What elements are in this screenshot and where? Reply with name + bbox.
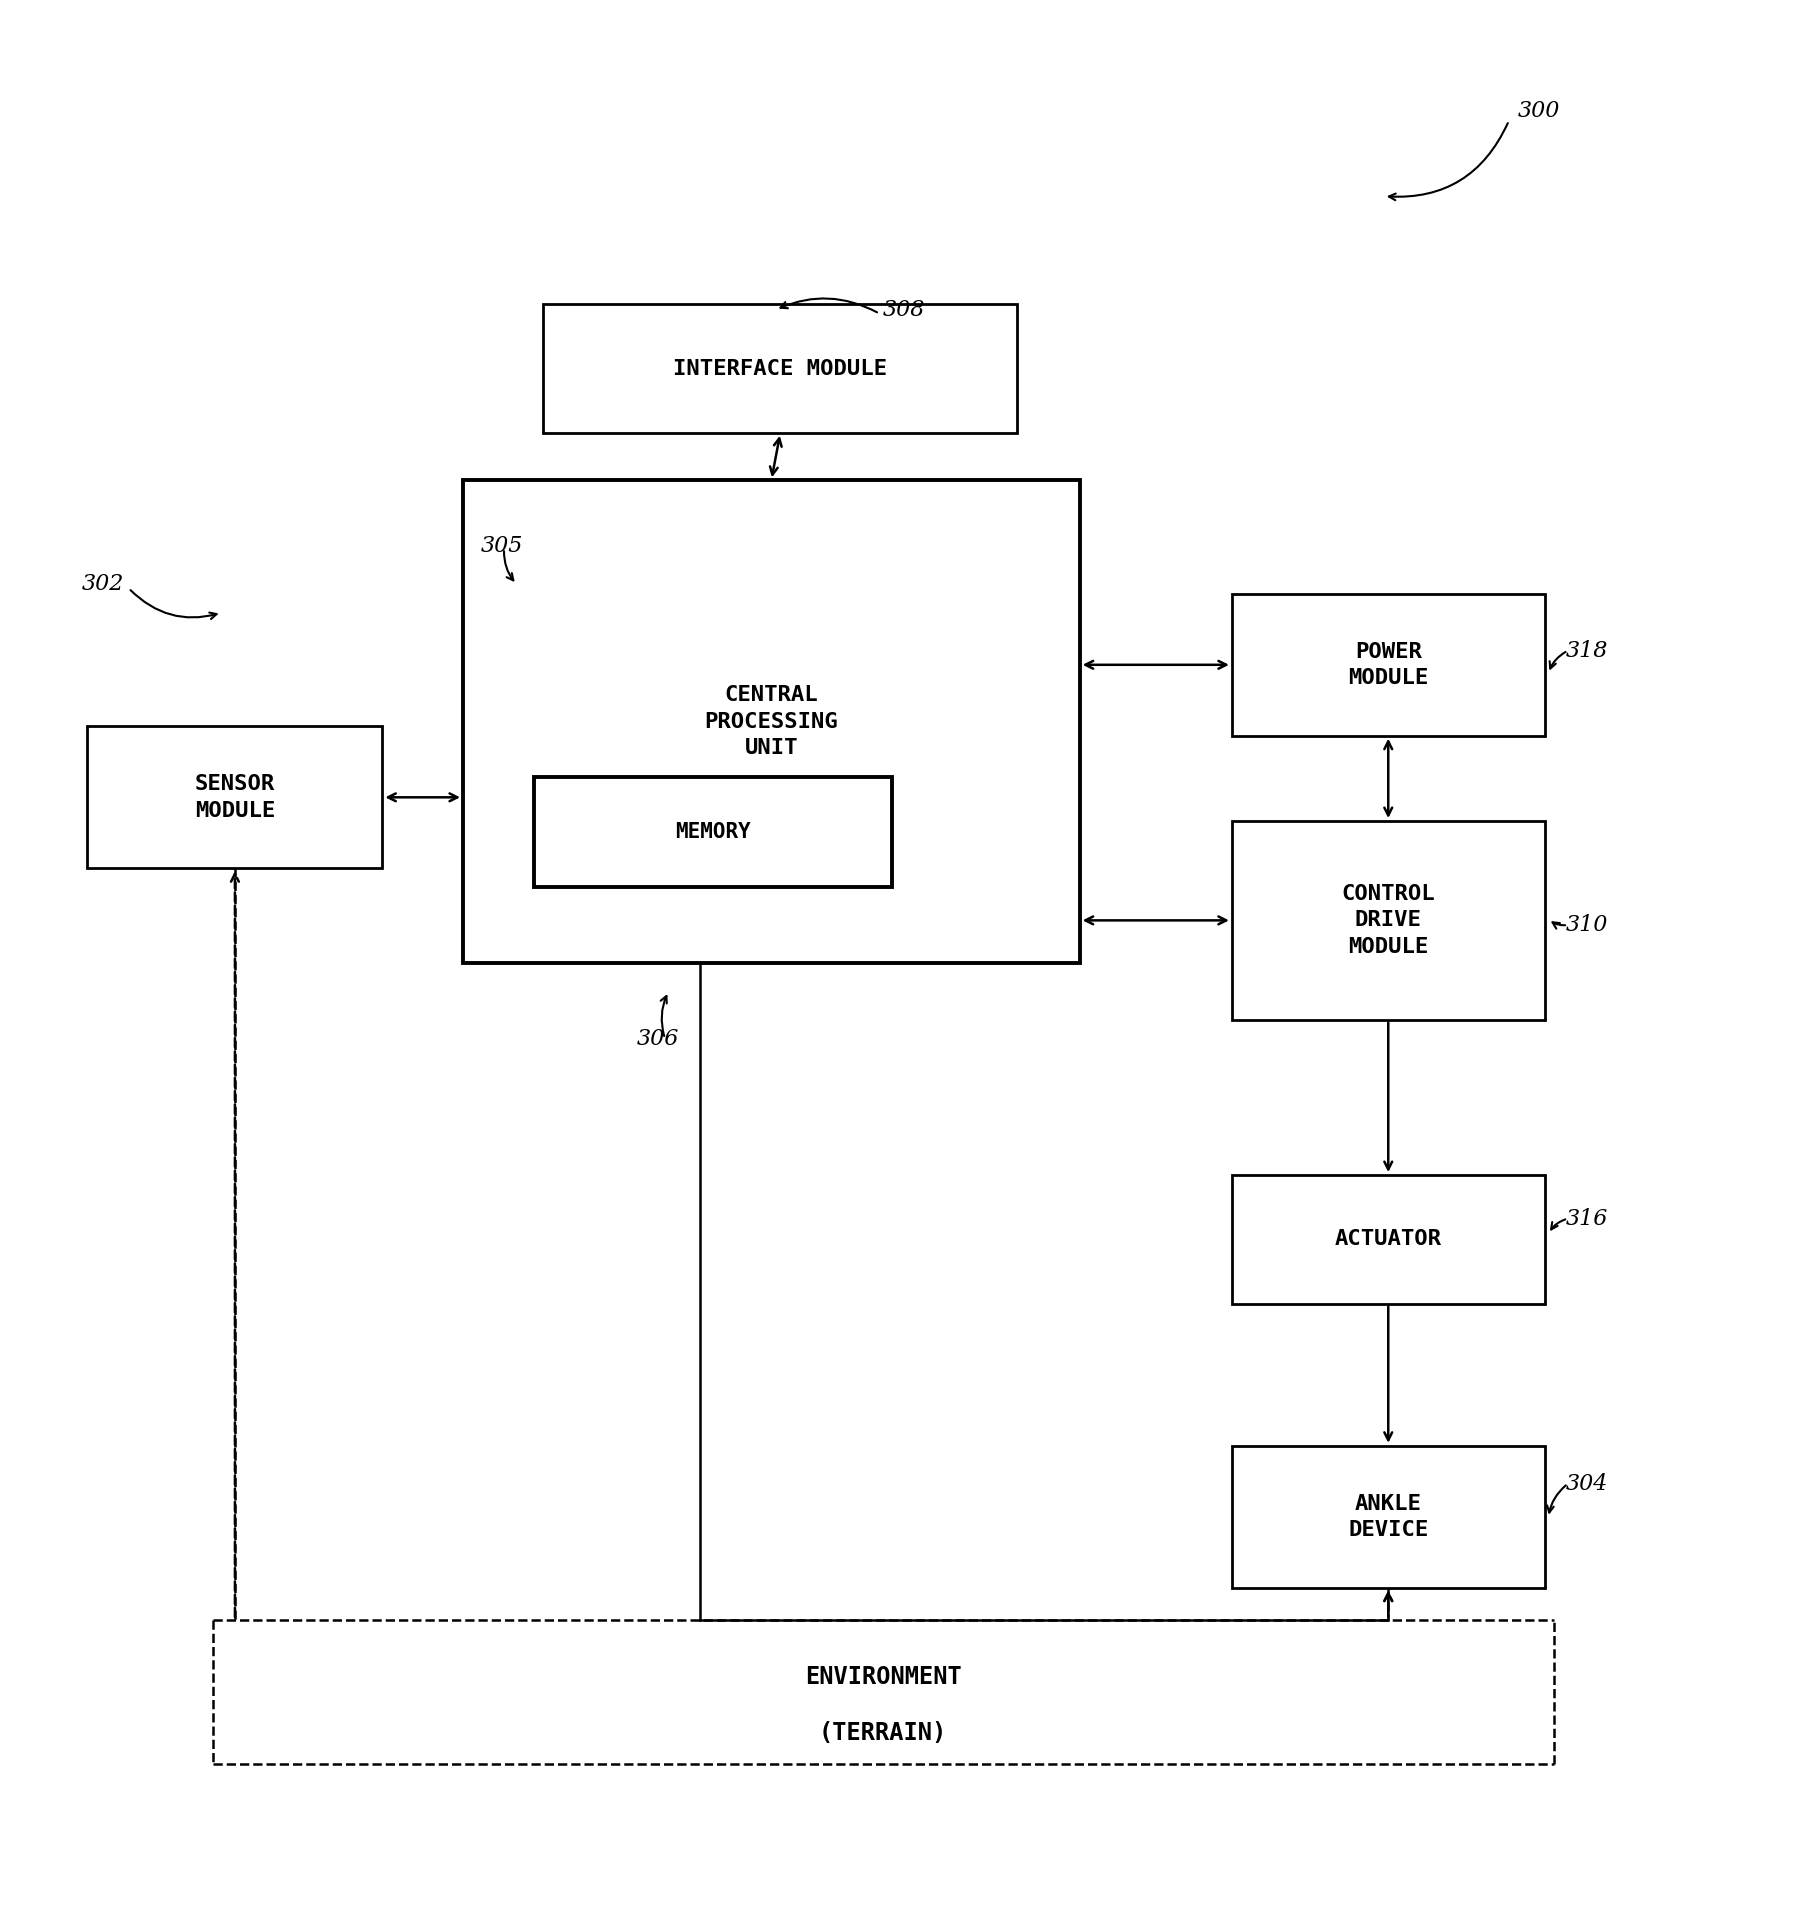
- FancyBboxPatch shape: [1233, 593, 1544, 736]
- Text: CENTRAL
PROCESSING
UNIT: CENTRAL PROCESSING UNIT: [705, 685, 838, 757]
- Text: 308: 308: [883, 299, 926, 320]
- Text: ENVIRONMENT: ENVIRONMENT: [805, 1665, 962, 1690]
- Text: 316: 316: [1566, 1207, 1609, 1230]
- Text: ANKLE
DEVICE: ANKLE DEVICE: [1348, 1493, 1429, 1539]
- Text: 304: 304: [1566, 1472, 1609, 1495]
- FancyBboxPatch shape: [535, 778, 892, 887]
- FancyBboxPatch shape: [88, 727, 382, 868]
- Text: POWER
MODULE: POWER MODULE: [1348, 641, 1429, 688]
- Text: INTERFACE MODULE: INTERFACE MODULE: [674, 359, 887, 378]
- Text: 310: 310: [1566, 913, 1609, 936]
- Text: 318: 318: [1566, 639, 1609, 662]
- Text: 300: 300: [1517, 99, 1561, 122]
- Text: ACTUATOR: ACTUATOR: [1335, 1230, 1442, 1249]
- FancyBboxPatch shape: [463, 481, 1079, 963]
- Text: CONTROL
DRIVE
MODULE: CONTROL DRIVE MODULE: [1341, 885, 1434, 957]
- Text: SENSOR
MODULE: SENSOR MODULE: [195, 774, 276, 820]
- Text: 305: 305: [481, 536, 523, 557]
- Text: (TERRAIN): (TERRAIN): [818, 1722, 948, 1745]
- FancyBboxPatch shape: [544, 303, 1016, 433]
- Text: 302: 302: [83, 574, 124, 595]
- Text: MEMORY: MEMORY: [676, 822, 751, 843]
- FancyBboxPatch shape: [1233, 1175, 1544, 1304]
- FancyBboxPatch shape: [1233, 1446, 1544, 1589]
- FancyBboxPatch shape: [1233, 822, 1544, 1020]
- Text: 306: 306: [636, 1028, 679, 1049]
